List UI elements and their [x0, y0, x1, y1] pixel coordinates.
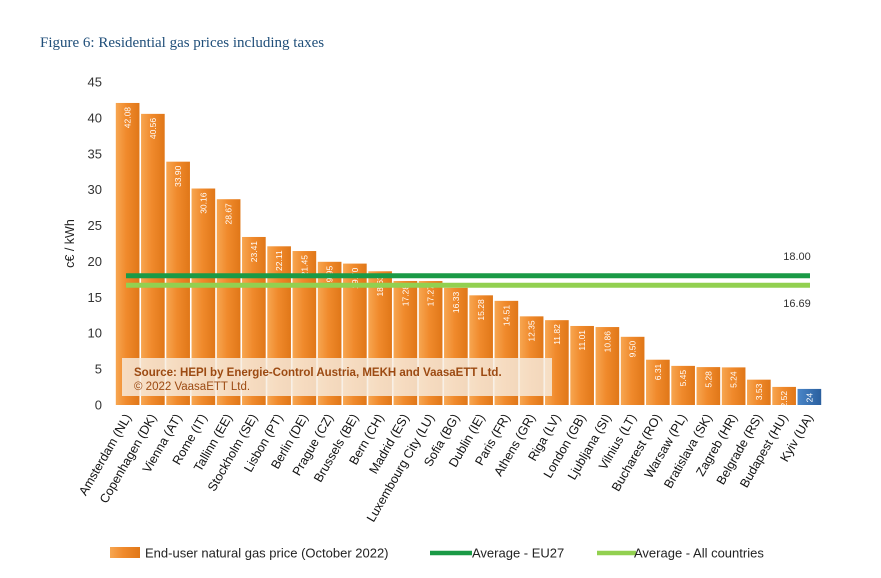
- figure-title: Figure 6: Residential gas prices includi…: [40, 35, 325, 51]
- bar: [646, 359, 670, 405]
- source-text: Source: HEPI by Energie-Control Austria,…: [134, 367, 502, 379]
- legend-swatch-bars: [110, 547, 140, 558]
- bar-value-label: 22.11: [274, 250, 284, 271]
- bar-value-label: 6.31: [653, 363, 663, 380]
- bar-value-label: 15.28: [476, 299, 486, 321]
- bar-value-label: 28.67: [224, 203, 234, 225]
- bar-value-label: 14.51: [501, 305, 511, 327]
- bar-value-label: 17.27: [426, 285, 436, 307]
- y-tick-label: 30: [88, 182, 102, 197]
- bar: [216, 199, 241, 405]
- y-tick-label: 0: [95, 398, 102, 413]
- y-tick-label: 45: [88, 75, 102, 90]
- bar: [772, 386, 796, 405]
- y-tick-label: 35: [88, 146, 102, 161]
- y-tick-label: 5: [95, 362, 102, 377]
- bar-value-label: 23.41: [249, 241, 259, 263]
- bar-value-label: 9.50: [628, 341, 638, 358]
- bar-value-label: 5.45: [678, 370, 688, 387]
- bar-value-label: 11.01: [577, 330, 587, 351]
- y-tick-label: 25: [88, 218, 102, 233]
- bar-value-label: 17.28: [400, 285, 410, 307]
- bar: [595, 327, 620, 405]
- y-tick-label: 15: [88, 290, 102, 305]
- bar: [671, 365, 695, 405]
- bar-value-label: 21.45: [299, 255, 309, 277]
- average-eu27-value-label: 18.00: [783, 251, 811, 263]
- bar-value-label: 16.33: [451, 292, 461, 314]
- bar: [721, 367, 746, 405]
- legend-label-bars: End-user natural gas price (October 2022…: [145, 546, 389, 561]
- bar-value-label: 11.82: [552, 324, 562, 345]
- bar: [797, 388, 822, 405]
- y-axis-label: c€ / kWh: [63, 219, 77, 268]
- legend-label-all: Average - All countries: [634, 546, 764, 561]
- bar-value-label: 24: [804, 393, 814, 403]
- source-box: [122, 358, 552, 396]
- bar-value-label: 2.52: [779, 391, 789, 408]
- bar-value-label: 40.56: [148, 118, 158, 140]
- bar-value-label: 3.53: [754, 383, 764, 400]
- bar: [141, 113, 165, 406]
- bar: [191, 188, 216, 405]
- legend-label-eu27: Average - EU27: [472, 546, 564, 561]
- bar: [696, 367, 721, 405]
- bar-value-label: 5.28: [703, 371, 713, 388]
- bar: [115, 102, 140, 406]
- bar-value-label: 30.16: [198, 192, 208, 214]
- average-all-value-label: 16.69: [783, 298, 811, 310]
- bar-value-label: 12.35: [527, 320, 537, 342]
- bar: [570, 325, 594, 405]
- y-tick-label: 20: [88, 254, 102, 269]
- bar-value-label: 10.86: [602, 331, 612, 353]
- bar: [620, 336, 645, 405]
- bar-value-label: 5.24: [729, 371, 739, 388]
- y-tick-label: 40: [88, 110, 102, 125]
- bar-value-label: 33.90: [173, 165, 183, 187]
- bar-value-label: 42.08: [123, 107, 133, 129]
- y-tick-label: 10: [88, 326, 102, 341]
- bar: [747, 379, 771, 405]
- copyright-text: © 2022 VaasaETT Ltd.: [134, 381, 250, 393]
